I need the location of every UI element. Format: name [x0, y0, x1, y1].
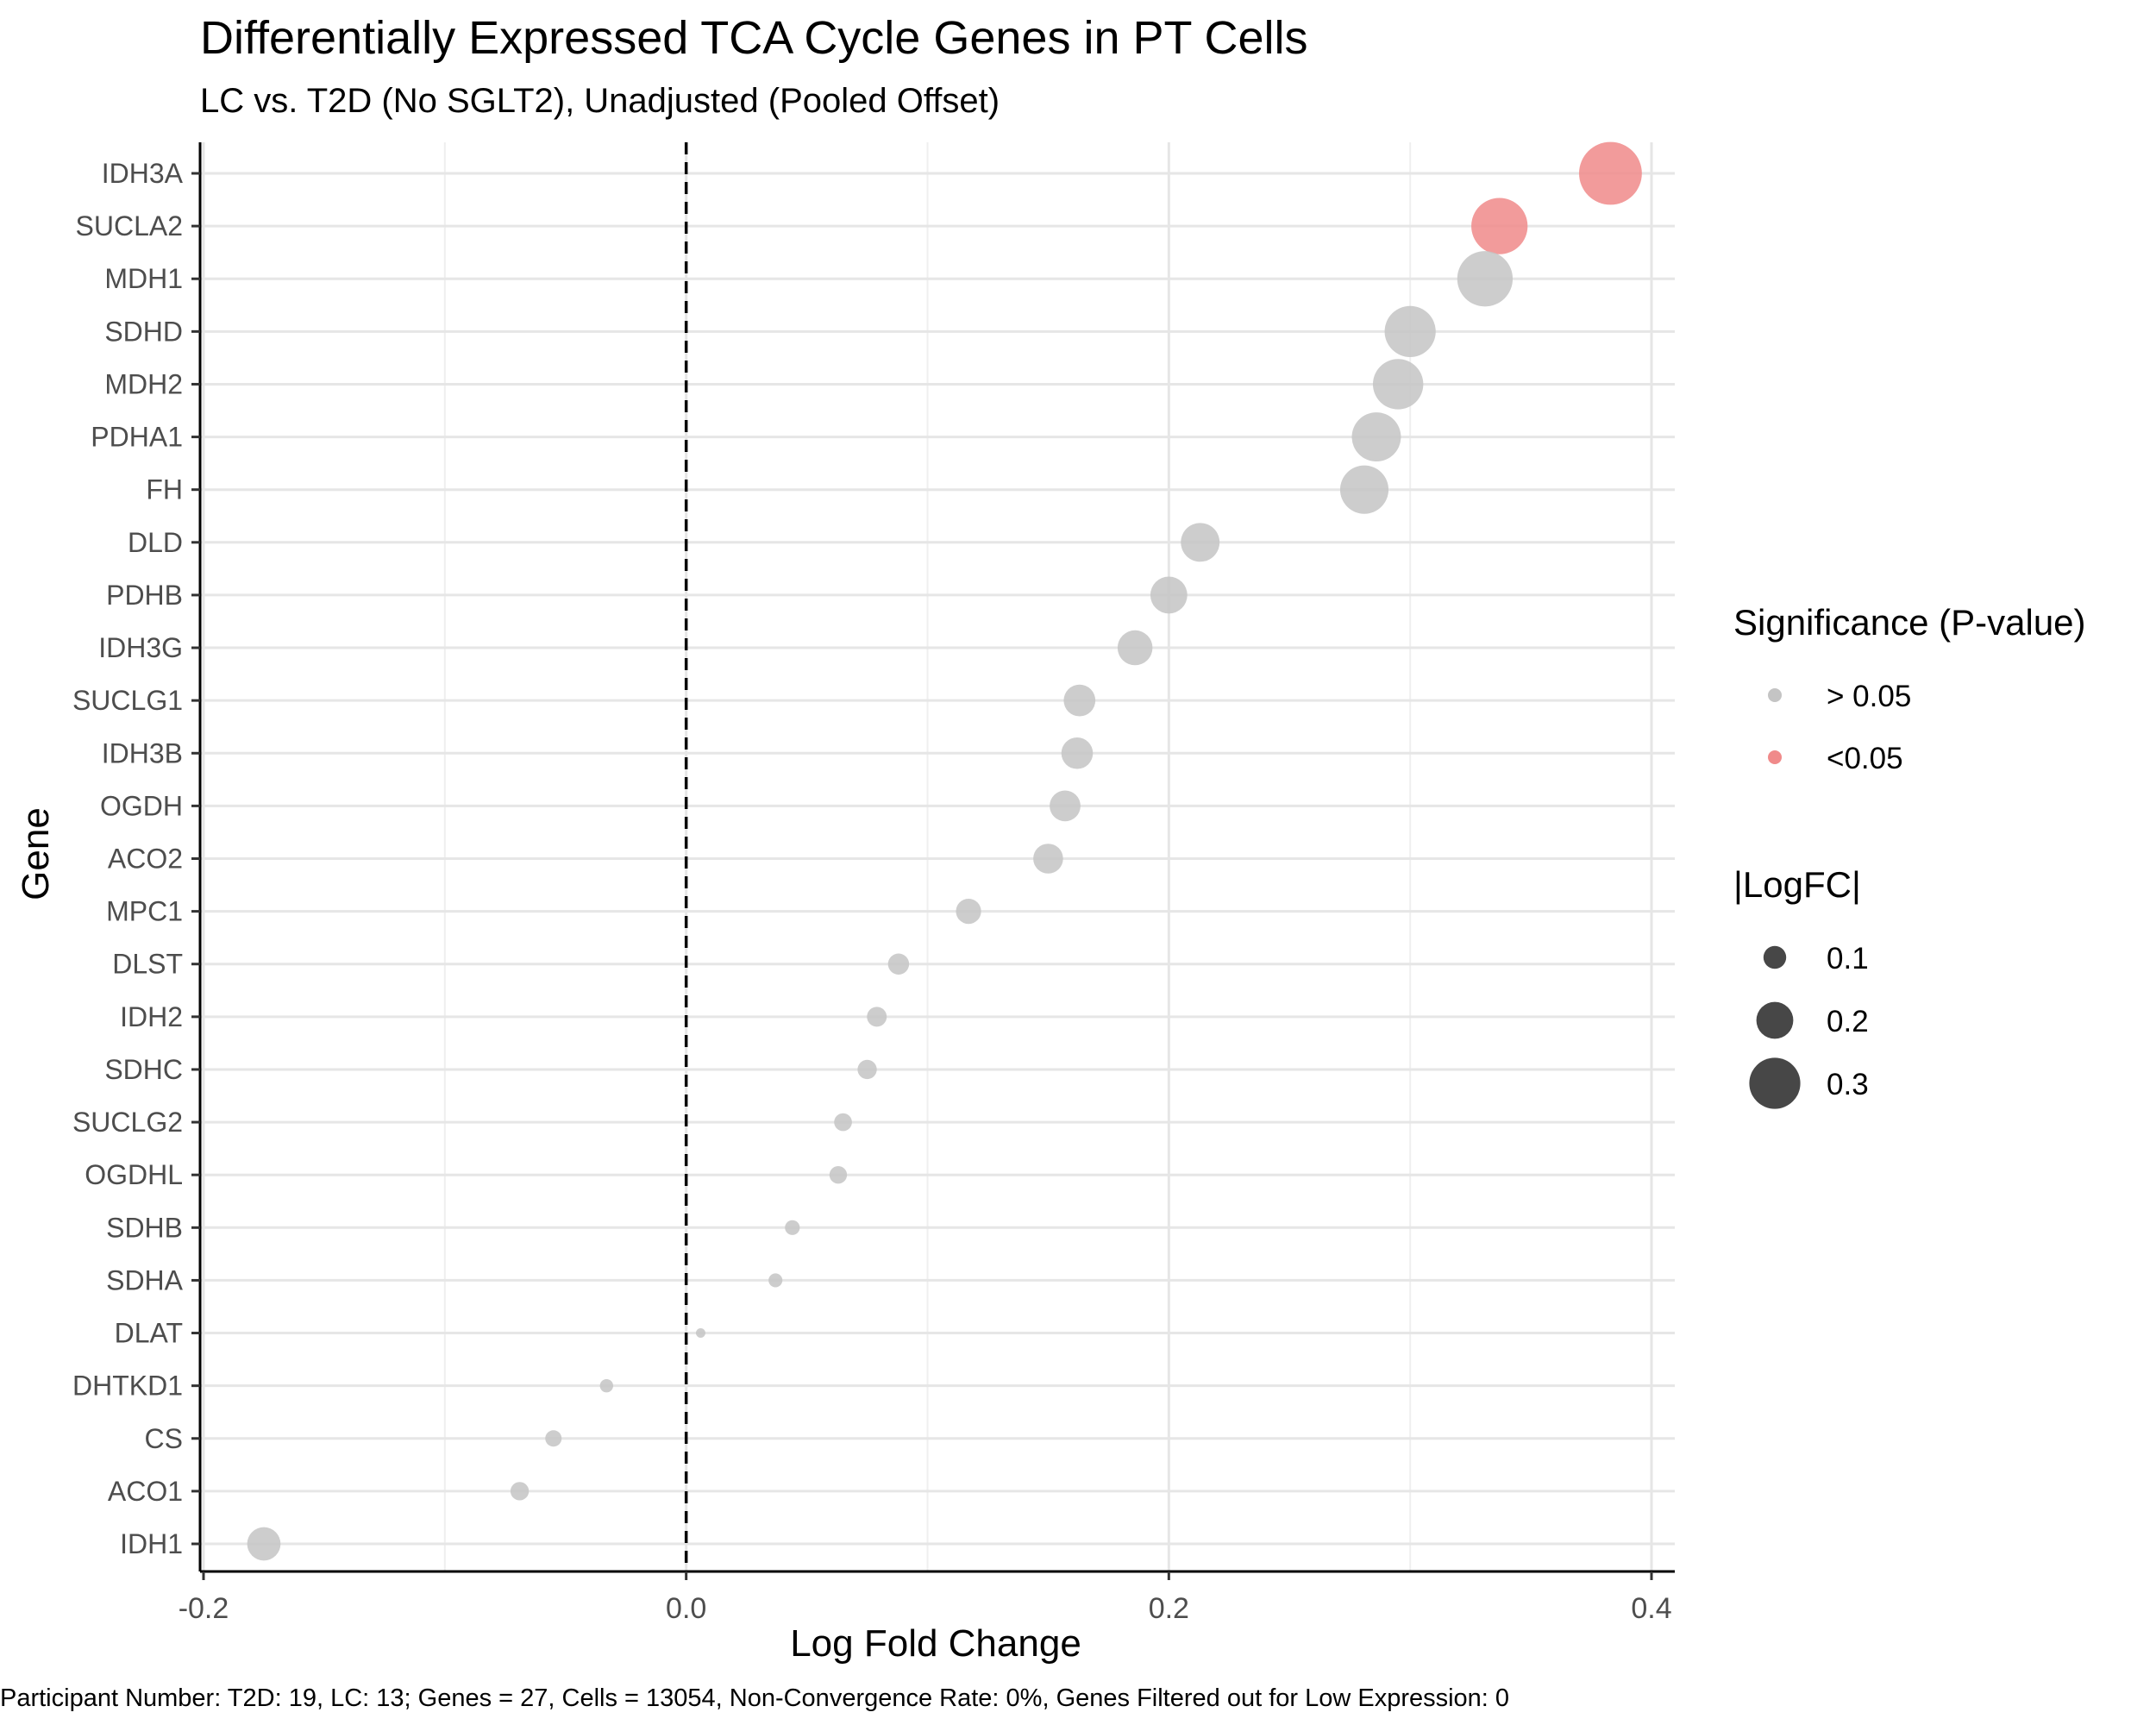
grid: [200, 142, 1675, 1571]
data-point-ogdhl: [829, 1166, 848, 1184]
data-point-dld: [1181, 523, 1220, 562]
data-point-sucla2: [1471, 198, 1528, 254]
data-point-idh3g: [1117, 630, 1153, 666]
data-point-sdha: [768, 1273, 783, 1288]
legend-color-key: [1768, 750, 1782, 764]
data-point-pdha1: [1351, 412, 1401, 462]
data-point-aco2: [1033, 844, 1063, 874]
legend-color-key: [1768, 688, 1782, 702]
data-point-sdhb: [785, 1220, 800, 1235]
y-tick-label: SUCLA2: [76, 210, 184, 242]
chart-subtitle: LC vs. T2D (No SGLT2), Unadjusted (Poole…: [200, 82, 1000, 120]
legend-size-key: [1756, 1001, 1794, 1039]
legend-color-label: > 0.05: [1827, 680, 1911, 713]
legend: Significance (P-value) |LogFC| > 0.05 <0.…: [1733, 602, 2086, 1109]
data-point-cs: [545, 1430, 562, 1447]
legend-size-label: 0.3: [1827, 1068, 1869, 1101]
legend-size-label: 0.2: [1827, 1005, 1869, 1038]
data-point-mdh2: [1372, 359, 1424, 410]
legend-color-label: <0.05: [1827, 742, 1903, 775]
x-axis-title: Log Fold Change: [790, 1622, 1081, 1665]
data-point-idh1: [247, 1527, 281, 1561]
y-tick-label: SUCLG1: [72, 685, 183, 716]
data-point-idh3a: [1579, 141, 1642, 205]
data-point-mpc1: [956, 899, 981, 925]
data-point-aco1: [510, 1482, 530, 1501]
y-tick-label: IDH2: [120, 1001, 183, 1032]
x-tick-label: 0.2: [1149, 1592, 1189, 1625]
data-point-pdhb: [1150, 576, 1188, 614]
y-tick-label: ACO2: [108, 844, 183, 875]
legend-size-key: [1763, 945, 1787, 969]
data-point-dlat: [695, 1328, 705, 1339]
data-point-suclg2: [834, 1113, 852, 1132]
y-tick-label: FH: [146, 474, 183, 505]
data-point-sdhc: [857, 1059, 877, 1080]
data-point-idh3b: [1061, 737, 1094, 769]
axes: -0.2 0.0 0.2 0.4 IDH3A SUCLA2 MDH1 SDHD MDH2 PDHA…: [72, 142, 1675, 1625]
y-tick-label: IDH3A: [102, 158, 184, 189]
y-tick-label: IDH1: [120, 1528, 183, 1559]
data-point-dlst: [887, 953, 910, 975]
y-tick-label: SDHD: [104, 316, 183, 347]
y-tick-label: MDH1: [104, 263, 183, 294]
data-point-suclg1: [1063, 684, 1096, 717]
data-point-ogdh: [1050, 790, 1081, 822]
y-tick-label: SDHB: [106, 1212, 183, 1243]
x-tick-label: 0.0: [666, 1592, 706, 1625]
data-points: [247, 141, 1642, 1561]
y-axis-title: Gene: [15, 807, 57, 900]
data-point-sdhd: [1384, 305, 1436, 357]
y-tick-label: ACO1: [108, 1476, 183, 1507]
data-point-mdh1: [1457, 251, 1514, 307]
y-tick-label: PDHA1: [91, 422, 183, 453]
data-point-dhtkd1: [599, 1378, 614, 1393]
chart-title: Differentially Expressed TCA Cycle Genes…: [200, 12, 1308, 64]
y-tick-label: IDH3B: [102, 737, 183, 768]
legend-color-title: Significance (P-value): [1733, 602, 2086, 643]
y-tick-label: SUCLG2: [72, 1107, 183, 1138]
y-tick-label: MDH2: [104, 368, 183, 399]
legend-size-title: |LogFC|: [1733, 864, 1861, 905]
y-tick-label: CS: [145, 1423, 183, 1454]
y-tick-label: SDHC: [104, 1054, 183, 1085]
data-point-fh: [1339, 465, 1389, 514]
y-tick-label: DLST: [112, 949, 183, 980]
y-tick-label: DLD: [128, 527, 183, 558]
y-tick-label: PDHB: [106, 580, 183, 611]
caption: Participant Number: T2D: 19, LC: 13; Gen…: [0, 1684, 1509, 1712]
legend-size-key: [1749, 1057, 1801, 1109]
x-tick-label: -0.2: [179, 1592, 229, 1625]
y-tick-label: IDH3G: [98, 632, 183, 663]
data-point-idh2: [867, 1007, 887, 1027]
y-tick-label: DHTKD1: [72, 1371, 183, 1402]
y-tick-label: DLAT: [115, 1318, 183, 1349]
y-tick-label: OGDH: [100, 790, 183, 821]
y-tick-label: MPC1: [106, 896, 183, 927]
x-tick-label: 0.4: [1631, 1592, 1671, 1625]
legend-size-label: 0.1: [1827, 942, 1869, 975]
y-tick-label: OGDHL: [85, 1159, 183, 1190]
y-tick-label: SDHA: [106, 1264, 184, 1295]
